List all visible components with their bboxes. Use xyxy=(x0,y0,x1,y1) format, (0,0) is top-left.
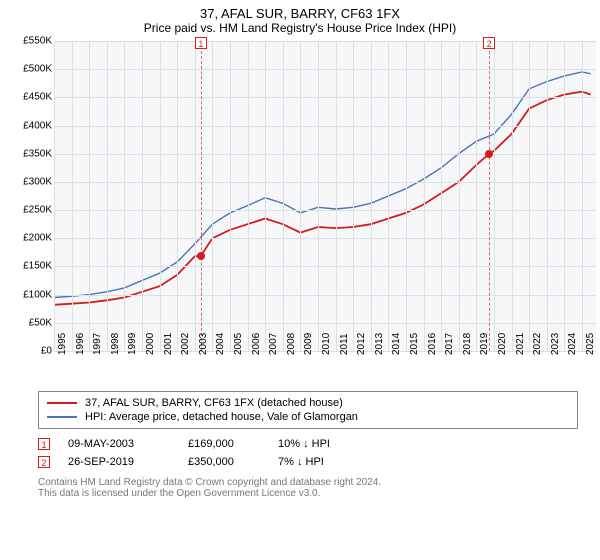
chart-titles: 37, AFAL SUR, BARRY, CF63 1FX Price paid… xyxy=(8,6,592,35)
gridline-h xyxy=(54,41,596,42)
footer-line-1: Contains HM Land Registry data © Crown c… xyxy=(38,477,592,488)
gridline-v xyxy=(564,41,565,351)
gridline-v xyxy=(195,41,196,351)
event-price: £169,000 xyxy=(188,438,278,450)
marker-dot xyxy=(485,150,493,158)
gridline-h xyxy=(54,126,596,127)
gridline-v xyxy=(107,41,108,351)
gridline-v xyxy=(371,41,372,351)
gridline-v xyxy=(177,41,178,351)
y-axis-label: £200K xyxy=(8,233,52,244)
gridline-h xyxy=(54,210,596,211)
gridline-v xyxy=(265,41,266,351)
y-axis-label: £300K xyxy=(8,176,52,187)
gridline-v xyxy=(424,41,425,351)
chart-container: 37, AFAL SUR, BARRY, CF63 1FX Price paid… xyxy=(0,0,600,560)
gridline-v xyxy=(582,41,583,351)
gridline-v xyxy=(248,41,249,351)
gridline-v xyxy=(529,41,530,351)
gridline-v xyxy=(318,41,319,351)
legend-row: 37, AFAL SUR, BARRY, CF63 1FX (detached … xyxy=(47,396,569,410)
legend-row: HPI: Average price, detached house, Vale… xyxy=(47,410,569,424)
gridline-h xyxy=(54,295,596,296)
marker-line xyxy=(489,41,490,351)
x-axis-label: 2025 xyxy=(585,333,600,355)
y-axis-label: £350K xyxy=(8,148,52,159)
gridline-v xyxy=(459,41,460,351)
event-tag: 2 xyxy=(38,456,50,468)
event-delta: 10% ↓ HPI xyxy=(278,438,398,450)
title-line-2: Price paid vs. HM Land Registry's House … xyxy=(8,21,592,35)
gridline-v xyxy=(547,41,548,351)
y-axis-label: £50K xyxy=(8,317,52,328)
legend-box: 37, AFAL SUR, BARRY, CF63 1FX (detached … xyxy=(38,391,578,429)
y-axis-label: £550K xyxy=(8,36,52,47)
marker-tag: 1 xyxy=(195,37,207,49)
legend-swatch xyxy=(47,402,77,404)
gridline-h xyxy=(54,69,596,70)
legend-swatch xyxy=(47,416,77,418)
gridline-v xyxy=(336,41,337,351)
gridline-v xyxy=(512,41,513,351)
gridline-v xyxy=(124,41,125,351)
chart-area: 12 £0£50K£100K£150K£200K£250K£300K£350K£… xyxy=(38,41,596,385)
gridline-v xyxy=(494,41,495,351)
y-axis-label: £400K xyxy=(8,120,52,131)
series-svg xyxy=(54,41,596,351)
gridline-v xyxy=(476,41,477,351)
gridline-h xyxy=(54,182,596,183)
gridline-v xyxy=(300,41,301,351)
gridline-v xyxy=(406,41,407,351)
event-date: 26-SEP-2019 xyxy=(68,456,188,468)
event-row: 1 09-MAY-2003£169,00010% ↓ HPI xyxy=(38,435,592,453)
event-row: 2 26-SEP-2019£350,0007% ↓ HPI xyxy=(38,453,592,471)
gridline-h xyxy=(54,238,596,239)
y-axis-label: £500K xyxy=(8,64,52,75)
gridline-v xyxy=(212,41,213,351)
event-date: 09-MAY-2003 xyxy=(68,438,188,450)
event-tag: 1 xyxy=(38,438,50,450)
gridline-h xyxy=(54,154,596,155)
marker-tag: 2 xyxy=(483,37,495,49)
footer-line-2: This data is licensed under the Open Gov… xyxy=(38,488,592,499)
marker-line xyxy=(201,41,202,351)
y-axis-label: £250K xyxy=(8,205,52,216)
gridline-v xyxy=(54,41,55,351)
plot-area: 12 xyxy=(54,41,596,351)
y-axis-label: £150K xyxy=(8,261,52,272)
y-axis-label: £100K xyxy=(8,289,52,300)
gridline-v xyxy=(72,41,73,351)
gridline-v xyxy=(441,41,442,351)
gridline-v xyxy=(230,41,231,351)
legend-label: 37, AFAL SUR, BARRY, CF63 1FX (detached … xyxy=(85,397,343,409)
y-axis-label: £450K xyxy=(8,92,52,103)
gridline-v xyxy=(89,41,90,351)
gridline-h xyxy=(54,323,596,324)
event-delta: 7% ↓ HPI xyxy=(278,456,398,468)
footer-text: Contains HM Land Registry data © Crown c… xyxy=(38,477,592,499)
gridline-v xyxy=(353,41,354,351)
series-line-blue xyxy=(54,72,591,298)
gridline-v xyxy=(160,41,161,351)
y-axis-label: £0 xyxy=(8,346,52,357)
gridline-h xyxy=(54,266,596,267)
gridline-v xyxy=(388,41,389,351)
gridline-h xyxy=(54,97,596,98)
series-line-red xyxy=(54,92,591,305)
title-line-1: 37, AFAL SUR, BARRY, CF63 1FX xyxy=(8,6,592,21)
gridline-v xyxy=(142,41,143,351)
events-table: 1 09-MAY-2003£169,00010% ↓ HPI 2 26-SEP-201… xyxy=(38,435,592,471)
legend-label: HPI: Average price, detached house, Vale… xyxy=(85,411,358,423)
gridline-v xyxy=(283,41,284,351)
event-price: £350,000 xyxy=(188,456,278,468)
marker-dot xyxy=(197,252,205,260)
